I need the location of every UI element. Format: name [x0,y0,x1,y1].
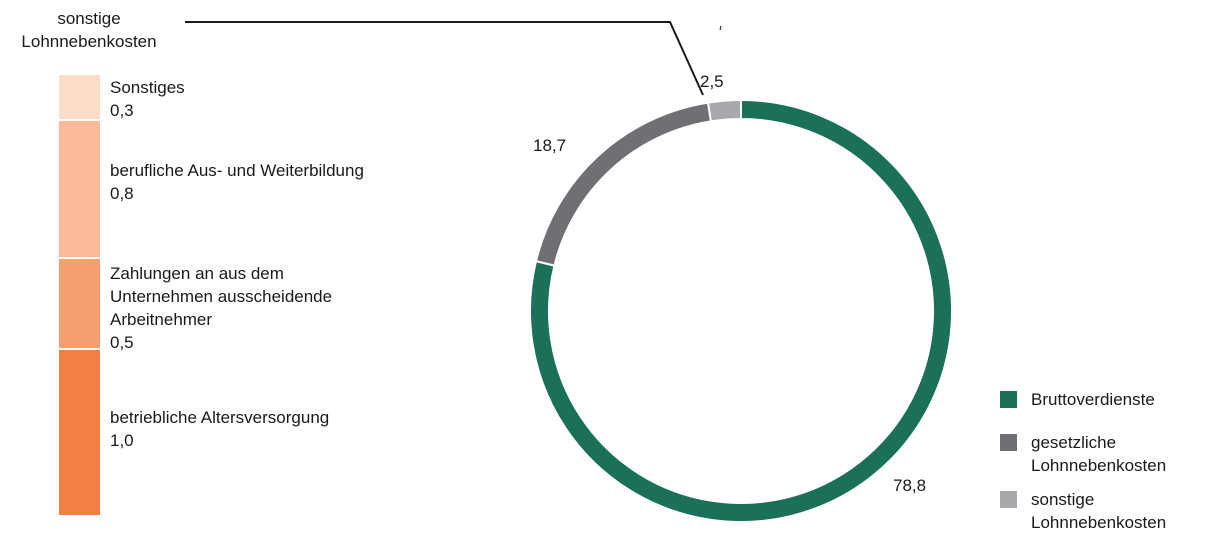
stack-title: sonstige Lohnnebenkosten [21,9,157,51]
stack-segment-zahlungen [59,259,100,348]
donut-value-sonstige: 2,5 [700,72,724,91]
legend: Bruttoverdienste gesetzliche Lohnnebenko… [1000,388,1166,543]
stack-label-weiterbildung: berufliche Aus- und Weiterbildung 0,8 [110,161,364,203]
donut-slice-0 [529,98,953,523]
legend-swatch [1000,391,1017,408]
stack-label-sonstiges: Sonstiges 0,3 [110,78,185,120]
connector-line [185,21,704,96]
legend-item-bruttoverdienste: Bruttoverdienste [1000,388,1166,411]
donut-slice-1 [534,101,713,267]
stack-label-zahlungen: Zahlungen an aus dem Unternehmen aussche… [110,264,333,352]
legend-item-gesetzliche: gesetzliche Lohnnebenkosten [1000,431,1166,477]
stack-segment-altersversorgung [59,350,100,515]
stack-segment-weiterbildung [59,121,100,257]
donut-chart [529,98,953,523]
donut-value-bruttoverdienste: 78,8 [893,476,927,495]
legend-swatch [1000,434,1017,451]
tick-mark [719,25,722,31]
donut-slice-2 [706,98,742,123]
stack-label-altersversorgung: betriebliche Altersversorgung 1,0 [110,408,330,450]
donut-value-gesetzliche: 18,7 [533,136,567,155]
stack-segment-sonstiges [59,75,100,119]
legend-item-sonstige: sonstige Lohnnebenkosten [1000,488,1166,534]
legend-swatch [1000,491,1017,508]
